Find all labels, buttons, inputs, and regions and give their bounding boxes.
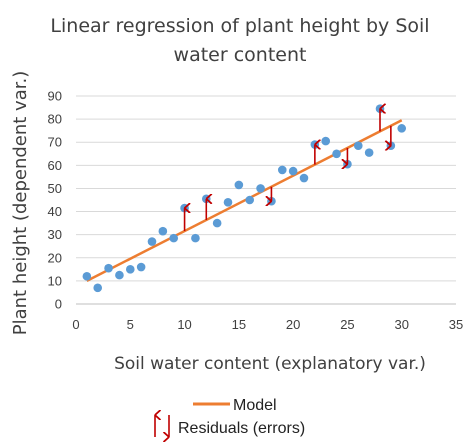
data-point bbox=[169, 233, 179, 243]
data-point bbox=[104, 263, 113, 273]
data-points bbox=[82, 104, 407, 293]
data-point bbox=[277, 165, 287, 175]
data-point bbox=[321, 136, 331, 146]
y-tick-50: 50 bbox=[48, 181, 62, 196]
data-point bbox=[158, 226, 168, 236]
chart-title-line-1: Linear regression of plant height by Soi… bbox=[50, 15, 429, 37]
y-tick-10: 10 bbox=[48, 273, 62, 288]
data-point bbox=[223, 198, 233, 207]
data-point bbox=[93, 283, 103, 293]
y-tick-30: 30 bbox=[48, 227, 62, 242]
data-point bbox=[82, 271, 92, 281]
x-tick-0: 0 bbox=[72, 317, 79, 332]
data-point bbox=[256, 184, 265, 193]
y-tick-80: 80 bbox=[48, 112, 62, 127]
data-point bbox=[245, 195, 255, 205]
y-tick-70: 70 bbox=[48, 135, 62, 150]
x-tick-15: 15 bbox=[232, 317, 246, 332]
data-point bbox=[136, 262, 146, 272]
legend-residuals-icon bbox=[154, 415, 170, 437]
x-axis-label: Soil water content (explanatory var.) bbox=[114, 354, 426, 374]
data-point bbox=[364, 148, 374, 157]
data-point bbox=[288, 166, 298, 176]
y-tick-90: 90 bbox=[48, 89, 62, 104]
data-point bbox=[397, 124, 407, 133]
x-tick-20: 20 bbox=[286, 317, 300, 332]
data-point bbox=[191, 233, 200, 243]
y-tick-0: 0 bbox=[55, 297, 62, 312]
data-point bbox=[353, 141, 363, 150]
x-tick-35: 35 bbox=[449, 317, 463, 332]
y-axis-label: Plant height (dependent var.) bbox=[10, 71, 31, 335]
legend-residuals-label: Residuals (errors) bbox=[178, 420, 305, 437]
y-tick-20: 20 bbox=[48, 250, 62, 265]
data-point bbox=[115, 270, 124, 280]
x-tick-10: 10 bbox=[177, 317, 191, 332]
data-point bbox=[332, 149, 341, 159]
y-tick-60: 60 bbox=[48, 158, 62, 173]
legend: Model Residuals (errors) bbox=[154, 397, 305, 437]
x-tick-30: 30 bbox=[394, 317, 408, 332]
y-tick-40: 40 bbox=[48, 204, 62, 219]
data-point bbox=[234, 180, 244, 190]
x-tick-labels: 0 5 10 15 20 25 30 35 bbox=[72, 317, 463, 332]
chart-title-line-2: water content bbox=[174, 44, 307, 66]
data-point bbox=[147, 237, 157, 246]
residual-arrows bbox=[183, 109, 392, 232]
x-tick-25: 25 bbox=[340, 317, 354, 332]
data-point bbox=[299, 173, 309, 183]
model-line-layer bbox=[86, 119, 403, 283]
model-line bbox=[86, 119, 403, 283]
y-tick-labels: 0 10 20 30 40 50 60 70 80 90 bbox=[48, 89, 62, 312]
legend-model-label: Model bbox=[233, 397, 277, 414]
x-tick-5: 5 bbox=[127, 317, 134, 332]
data-point bbox=[212, 218, 222, 228]
data-point bbox=[125, 265, 135, 274]
